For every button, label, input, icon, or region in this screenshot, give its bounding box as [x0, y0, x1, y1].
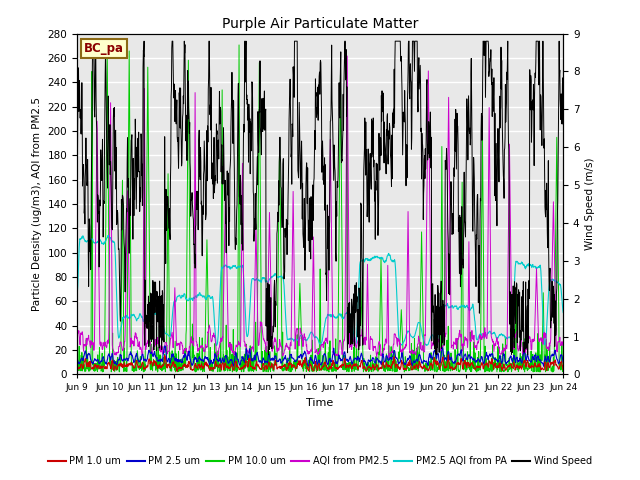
Text: BC_pa: BC_pa	[84, 42, 124, 55]
X-axis label: Time: Time	[307, 398, 333, 408]
Title: Purple Air Particulate Matter: Purple Air Particulate Matter	[222, 17, 418, 31]
Legend: PM 1.0 um, PM 2.5 um, PM 10.0 um, AQI from PM2.5, PM2.5 AQI from PA, Wind Speed: PM 1.0 um, PM 2.5 um, PM 10.0 um, AQI fr…	[44, 453, 596, 470]
Y-axis label: Wind Speed (m/s): Wind Speed (m/s)	[585, 158, 595, 250]
Y-axis label: Particle Density (ug/m3), AQI from PM2.5: Particle Density (ug/m3), AQI from PM2.5	[32, 97, 42, 311]
